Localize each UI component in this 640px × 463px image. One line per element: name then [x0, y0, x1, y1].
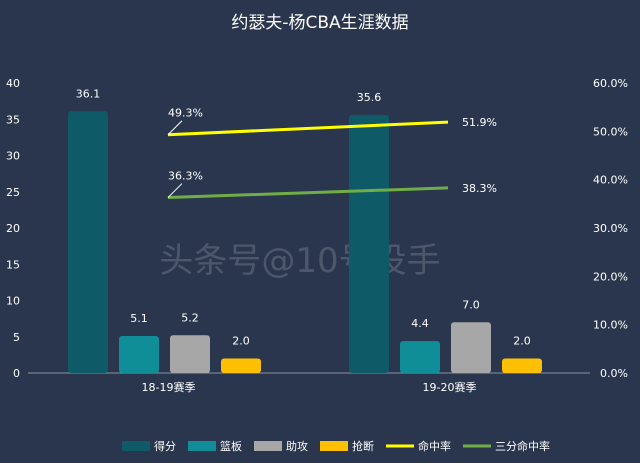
legend-swatch — [188, 441, 216, 451]
y-tick-label: 5 — [13, 331, 20, 344]
line-data-label: 51.9% — [462, 116, 497, 129]
legend-label: 得分 — [154, 440, 176, 453]
bar-data-label: 7.0 — [462, 298, 480, 311]
y-tick-label: 15 — [6, 258, 20, 271]
bar — [349, 114, 389, 374]
legend: 得分 篮板 助攻 抢断 命中率 三分命中率 — [122, 439, 550, 453]
label-leader — [167, 120, 183, 136]
legend-label: 三分命中率 — [495, 439, 550, 453]
y-tick-label: 0 — [13, 367, 20, 380]
bar-data-label: 5.1 — [130, 312, 148, 325]
bar-data-label: 35.6 — [357, 91, 382, 104]
y-tick-label: 40 — [6, 77, 20, 90]
bar — [68, 111, 108, 374]
line-data-label: 49.3% — [168, 107, 203, 120]
bar-data-label: 36.1 — [76, 87, 101, 100]
y-tick-label: 20 — [6, 222, 20, 235]
bar-data-label: 5.2 — [181, 311, 199, 324]
legend-swatch — [320, 441, 348, 451]
y2-tick-label: 50.0% — [593, 125, 628, 138]
axes: 0 5 10 15 20 25 30 35 40 0.0% 10.0% 20.0% 30.0% 40.0%… — [6, 77, 628, 394]
y-tick-label: 10 — [6, 295, 20, 308]
legend-label: 抢断 — [352, 439, 374, 453]
bar — [400, 341, 440, 373]
y-tick-label: 25 — [6, 186, 20, 199]
label-leader — [167, 183, 183, 198]
y-tick-label: 35 — [6, 113, 20, 126]
bar — [451, 322, 491, 373]
series-line — [167, 120, 449, 137]
y2-tick-label: 0.0% — [600, 367, 628, 380]
x-tick-label: 19-20赛季 — [423, 380, 477, 394]
bar — [502, 358, 542, 373]
y2-tick-label: 30.0% — [593, 222, 628, 235]
y2-tick-label: 60.0% — [593, 77, 628, 90]
y-tick-label: 30 — [6, 150, 20, 163]
y2-tick-label: 20.0% — [593, 270, 628, 283]
series-line — [167, 186, 449, 200]
legend-label: 命中率 — [418, 439, 451, 453]
data-labels: 36.1 35.6 5.1 4.4 5.2 7.0 2.0 2.0 49.3% 51.9% 36.3… — [76, 87, 531, 347]
bar-data-label: 2.0 — [232, 335, 250, 348]
x-tick-label: 18-19赛季 — [142, 380, 196, 394]
y2-tick-label: 40.0% — [593, 174, 628, 187]
line-data-label: 36.3% — [168, 170, 203, 183]
bar-data-label: 2.0 — [513, 335, 531, 348]
bar — [170, 335, 210, 373]
legend-label: 助攻 — [286, 439, 308, 453]
line-data-label: 38.3% — [462, 182, 497, 195]
bar-data-label: 4.4 — [411, 317, 429, 330]
legend-swatch — [254, 441, 282, 451]
bars-group — [68, 111, 542, 374]
bar — [221, 358, 261, 373]
watermark-text: 头条号@10号投手 — [159, 241, 440, 281]
y2-tick-label: 10.0% — [593, 319, 628, 332]
lines-group — [167, 120, 449, 200]
legend-swatch — [122, 441, 150, 451]
bar — [119, 336, 159, 373]
chart-title: 约瑟夫-杨CBA生涯数据 — [231, 13, 408, 33]
legend-label: 篮板 — [220, 439, 242, 453]
